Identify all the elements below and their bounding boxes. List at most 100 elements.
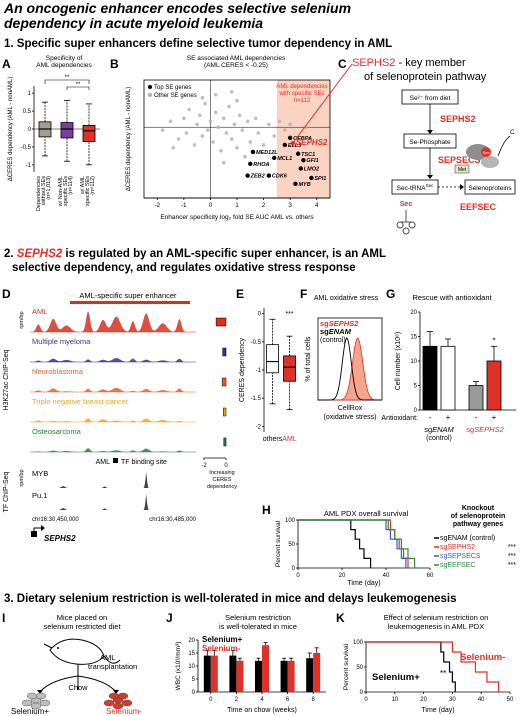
x-tick-label: 0 [209, 203, 213, 209]
point [195, 122, 199, 127]
y-tick-label: 0 [28, 127, 32, 133]
mouse-group-icon [108, 692, 120, 700]
bar [280, 660, 288, 692]
label: sgSEPHS2 [466, 425, 504, 434]
y-tick-label: -0.5 [251, 340, 262, 346]
x-tick-label: 2 [262, 203, 266, 209]
y-axis-label: Percent survival [275, 520, 282, 567]
survival-curve [366, 641, 456, 692]
category-label: Dependencies [36, 176, 42, 211]
point [176, 137, 181, 141]
highlight-label: n=112 [294, 98, 311, 104]
point [200, 95, 205, 100]
category-label: w/ Non-AML [58, 176, 64, 207]
ribosome [481, 156, 499, 168]
y-tick-label: 100 [353, 640, 364, 646]
point [160, 128, 165, 132]
point [213, 110, 218, 115]
point [261, 143, 266, 147]
category-label: w/ AML [80, 176, 86, 195]
point [216, 125, 221, 129]
significance: *** [508, 562, 516, 569]
y-tick-label: 15 [188, 651, 195, 657]
text-part: Sec [426, 183, 435, 188]
point [203, 101, 207, 106]
point [277, 119, 282, 124]
axis-label: TF ChIP-Seq [3, 471, 10, 512]
significance: *** [508, 544, 516, 551]
point [282, 142, 288, 148]
bar [255, 660, 262, 692]
point [211, 140, 215, 144]
y-tick-label: 5 [192, 677, 196, 683]
track-label: MYB [32, 469, 48, 478]
ceres-bar [222, 347, 227, 357]
mouse-group-icon [112, 702, 124, 710]
label: (AML CERES < -0.25) [204, 62, 268, 69]
figure-title: dependency in acute myeloid leukemia [4, 15, 263, 31]
bar [210, 655, 218, 692]
panel-letter: E [236, 287, 244, 301]
enhancer-bar [70, 301, 190, 304]
point [208, 119, 213, 124]
point [248, 140, 253, 144]
point [287, 135, 293, 141]
histogram [318, 337, 383, 401]
box [266, 344, 279, 374]
label: -2 [201, 463, 207, 469]
text-part: Sec-tRNA [397, 185, 427, 192]
category-label: without SEs [41, 176, 47, 206]
panel-letter: F [300, 287, 307, 301]
bar [287, 660, 295, 692]
point [245, 119, 250, 124]
label: (control) [320, 337, 346, 344]
sec-marker [481, 147, 491, 157]
mouse-group-icon [30, 702, 42, 710]
bar [262, 645, 269, 692]
point-label: RHOA [253, 162, 269, 168]
x-tick-label: 0 [364, 697, 368, 703]
mouse-group-icon [121, 699, 133, 707]
legend-label: Top SE genes [154, 85, 191, 91]
point [266, 173, 272, 178]
bar [468, 385, 484, 411]
bracket [66, 86, 90, 90]
histogram [318, 337, 382, 401]
signal-track [30, 311, 196, 332]
bar [306, 658, 314, 692]
arrow-head [460, 184, 464, 190]
y-tick-label: 1 [28, 91, 32, 97]
figure-title: An oncogenic enhancer encodes selective … [3, 0, 351, 16]
panel-title: of selenoprotein pathway [364, 71, 487, 83]
point-label: MYB [298, 182, 310, 188]
x-axis-label: Time (day) [347, 580, 380, 587]
y-tick-label: -0.5 [21, 145, 32, 151]
y-tick-label: 0 [258, 312, 262, 318]
bar [313, 653, 321, 692]
label: sgENAM [320, 327, 352, 336]
label: Se-Phosphate [409, 139, 451, 146]
legend-label: Selenium+ [202, 635, 243, 644]
met-box [454, 164, 470, 174]
series-label: Selenium- [460, 652, 505, 663]
category-label: specific SEs [85, 176, 91, 206]
label: ** [76, 82, 81, 88]
label: AML dependencies [36, 62, 92, 69]
point [227, 104, 231, 109]
y-axis-label: CERES dependency [239, 337, 246, 402]
x-tick-label: 0 [296, 573, 300, 579]
signal-track [30, 387, 196, 392]
y-axis-label: WBC (x10³/mm³) [175, 642, 182, 691]
label: *** [285, 311, 293, 318]
y-tick-label: 20 [410, 310, 417, 316]
label: Selenium restriction [225, 613, 291, 622]
x-tick-label: 4 [260, 697, 264, 703]
label: SE associated AML dependencies [187, 55, 286, 62]
label: Selenium+ [11, 707, 49, 716]
text-part: sg [320, 319, 329, 328]
point-label: ZEB2 [250, 174, 265, 180]
label: 0 [224, 463, 228, 469]
panel-letter: D [2, 287, 11, 301]
point [272, 155, 277, 161]
survival-curve [298, 519, 407, 568]
